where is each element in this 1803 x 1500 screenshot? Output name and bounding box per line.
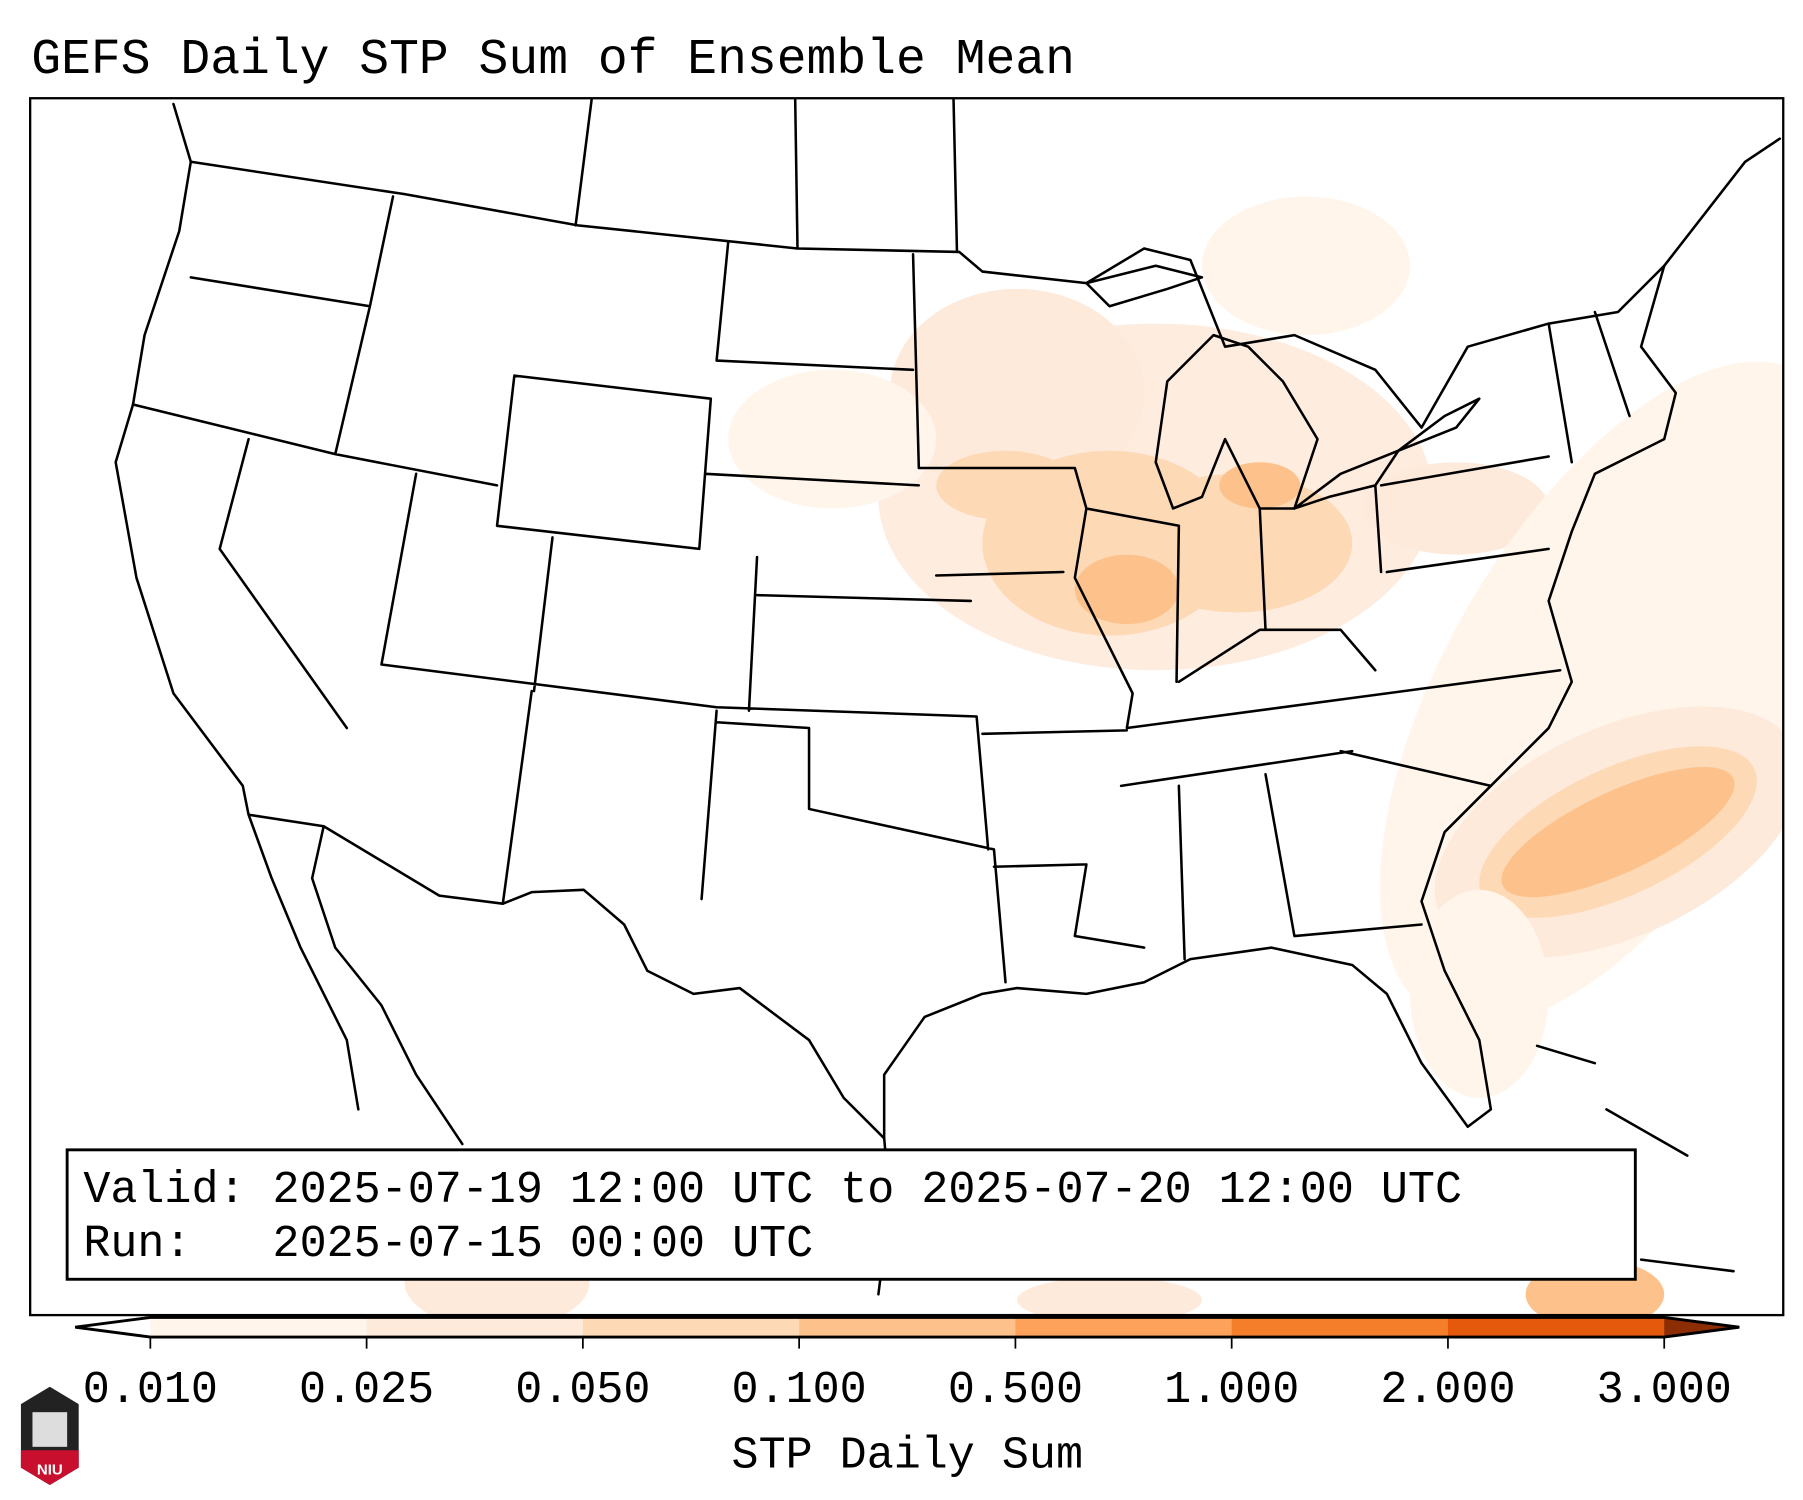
colorbar-tick-label: 0.025 [299, 1364, 434, 1416]
colorbar-segment [799, 1317, 1016, 1338]
map-title: GEFS Daily STP Sum of Ensemble Mean [31, 32, 1075, 88]
colorbar-segment [1447, 1317, 1665, 1338]
stp-shading [404, 196, 1784, 1316]
logo-text: NIU [37, 1462, 63, 1479]
colorbar-segment [150, 1317, 368, 1338]
colorbar-segment [1015, 1317, 1233, 1338]
niu-logo: NIU [20, 1386, 79, 1485]
coastlines-and-borders [114, 102, 1782, 1296]
map-frame [29, 97, 1785, 1317]
colorbar-tick-label: 1.000 [1164, 1364, 1299, 1416]
colorbar-tick-label: 2.000 [1380, 1364, 1515, 1416]
colorbar-segment [582, 1317, 800, 1338]
colorbar-tick-label: 3.000 [1597, 1364, 1732, 1416]
valid-time-text: Valid: 2025-07-19 12:00 UTC to 2025-07-2… [83, 1164, 1462, 1216]
state-borders [131, 98, 1631, 984]
colorbar-under-extend [75, 1317, 151, 1338]
colorbar-label: STP Daily Sum [732, 1430, 1083, 1482]
colorbar-segment [366, 1317, 584, 1338]
colorbar-tick-label: 0.100 [732, 1364, 867, 1416]
colorbar-tick-label: 0.050 [515, 1364, 650, 1416]
colorbar-tick-label: 0.010 [83, 1364, 218, 1416]
valid-run-legend: Valid: 2025-07-19 12:00 UTC to 2025-07-2… [65, 1148, 1637, 1281]
map-area [30, 98, 1784, 1316]
colorbar: 0.010 0.025 0.050 0.100 0.500 1.000 2.000 3.000 [75, 1315, 1740, 1416]
colorbar-segment [1231, 1317, 1449, 1338]
run-time-text: Run: 2025-07-15 00:00 UTC [83, 1218, 813, 1270]
colorbar-over-extend [1664, 1317, 1740, 1338]
colorbar-tick-label: 0.500 [948, 1364, 1083, 1416]
